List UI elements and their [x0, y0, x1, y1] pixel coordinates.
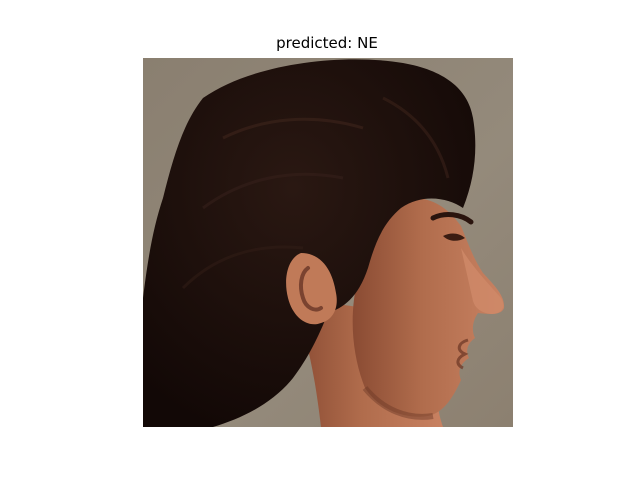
ear-inner — [298, 266, 323, 312]
jaw-shadow — [362, 386, 434, 420]
hair — [143, 59, 476, 427]
profile-photo — [143, 58, 513, 427]
hair-strand — [222, 117, 364, 140]
hair-strand — [382, 96, 450, 179]
eye — [443, 233, 465, 241]
nose — [461, 248, 504, 314]
hair-strand — [181, 245, 304, 290]
plot-title: predicted: NE — [276, 34, 378, 52]
hair-strand — [202, 172, 344, 210]
lips — [456, 338, 469, 370]
face — [352, 198, 505, 417]
ear — [286, 253, 337, 325]
eyebrow — [430, 212, 474, 225]
